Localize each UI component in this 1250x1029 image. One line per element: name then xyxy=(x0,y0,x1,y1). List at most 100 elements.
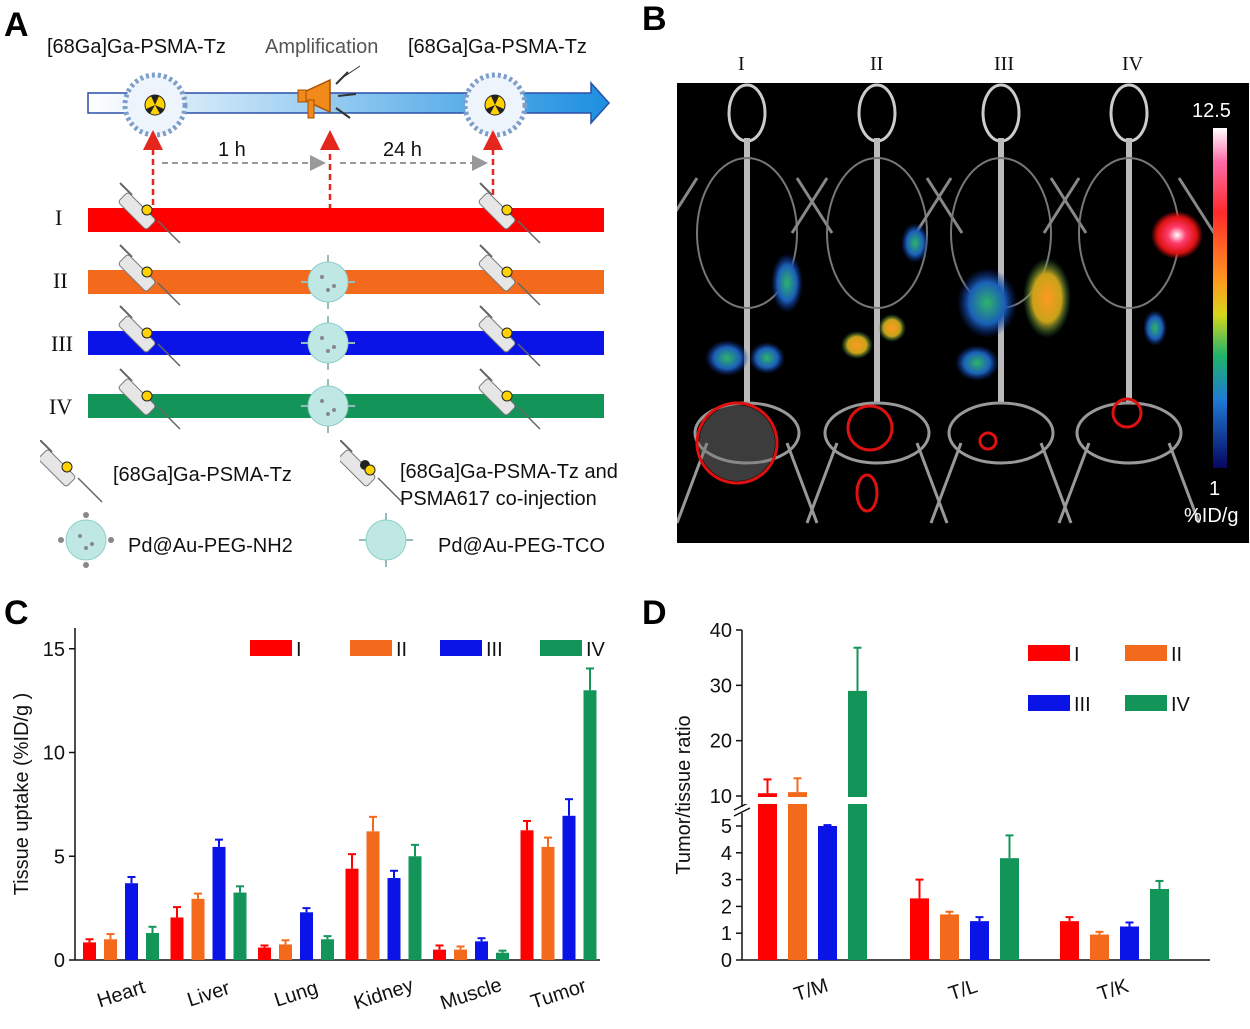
x-tick-label: Heart xyxy=(94,976,148,1012)
legend-swatch-ii xyxy=(1125,645,1167,661)
legend-label-iv: IV xyxy=(586,639,606,661)
legend-label-iv: IV xyxy=(1171,694,1191,716)
legend-swatch-i xyxy=(250,640,292,656)
bar-kidney-i xyxy=(345,868,359,960)
bar-lung-iii xyxy=(300,912,313,960)
y-tick-label: 5 xyxy=(721,816,732,838)
bar-tm-ii xyxy=(788,792,807,960)
bar-liver-i xyxy=(170,917,184,960)
pet-column-ii: II xyxy=(870,53,884,75)
bar-heart-ii xyxy=(104,939,117,960)
label-tracer-left-text: [68Ga]Ga-PSMA-Tz xyxy=(47,36,226,58)
legend-np-tco-icon xyxy=(359,513,413,567)
x-tick-label: Liver xyxy=(185,977,233,1011)
pet-column-iv: IV xyxy=(1122,53,1144,75)
x-tick-label: Tumor xyxy=(528,975,589,1014)
pet-image-panel xyxy=(677,83,1249,543)
legend-coinject-line1: [68Ga]Ga-PSMA-Tz and xyxy=(400,461,618,483)
y-tick-label: 5 xyxy=(54,846,65,868)
bar-liver-ii xyxy=(191,898,205,960)
y-tick-label: 15 xyxy=(43,639,65,661)
chart-tissue-uptake: 0 5 10 15 Tissue uptake (%ID/g ) Heart Liver Lu… xyxy=(11,628,606,1015)
y-tick-label: 30 xyxy=(710,675,732,697)
y-tick-label: 10 xyxy=(43,743,65,765)
panel-label-b: B xyxy=(642,0,667,38)
legend-label-ii: II xyxy=(1171,644,1182,666)
legend-np-tco-label: Pd@Au-PEG-TCO xyxy=(438,535,606,557)
y-tick-label: 20 xyxy=(710,731,732,753)
legend-swatch-iv xyxy=(1125,695,1167,711)
colorbar-unit: %ID/g xyxy=(1184,505,1239,527)
bar-muscle-iii xyxy=(475,941,488,960)
y-tick-label: 0 xyxy=(721,950,732,972)
panel-label-c: C xyxy=(4,594,29,632)
x-tick-label: T/K xyxy=(1095,975,1132,1006)
bar-tm-iv xyxy=(848,690,867,960)
interval-24h: 24 h xyxy=(383,139,422,161)
bar-heart-i xyxy=(83,942,96,960)
y-tick-label: 3 xyxy=(721,870,732,892)
interval-1h: 1 h xyxy=(218,139,246,161)
bar-tl-ii xyxy=(940,914,959,960)
bar-liver-iv xyxy=(233,892,247,960)
bar-tk-ii xyxy=(1090,934,1109,960)
bar-kidney-ii xyxy=(366,831,380,960)
legend-np-nh2-icon xyxy=(58,512,114,568)
bar-lung-iv xyxy=(321,939,334,960)
bar-tl-i xyxy=(910,898,929,960)
legend-label-i: I xyxy=(1074,644,1080,666)
axis-break-band xyxy=(745,797,1213,804)
legend-label-iii: III xyxy=(486,639,503,661)
bar-tk-i xyxy=(1060,921,1079,960)
legend-syringe-icon xyxy=(40,440,103,503)
group-label-ii: II xyxy=(53,268,68,293)
group-label-iv: IV xyxy=(49,394,73,419)
legend-label-i: I xyxy=(296,639,302,661)
pet-column-i: I xyxy=(738,53,745,75)
y-tick-label: 4 xyxy=(721,843,732,865)
y-tick-label: 0 xyxy=(54,950,65,972)
bar-tumor-ii xyxy=(541,846,555,960)
x-tick-label: Kidney xyxy=(351,974,416,1014)
panel-label-a: A xyxy=(4,6,29,44)
legend-coinject-syringe-icon xyxy=(340,440,403,503)
chart-tumor-tissue-ratio: 0 1 2 3 4 5 10 20 30 40 Tumor/tissue ratio T/M T/L T/… xyxy=(673,620,1213,1006)
legend-label-ii: II xyxy=(396,639,407,661)
bar-muscle-i xyxy=(433,949,446,960)
pet-column-iii: III xyxy=(994,53,1014,75)
legend-swatch-i xyxy=(1028,645,1070,661)
label-tracer-left: [68Ga]Ga-PSMA-Tz xyxy=(47,36,226,59)
bar-heart-iv xyxy=(146,933,159,960)
group-bar-i xyxy=(88,208,604,232)
megaphone-icon xyxy=(297,65,361,119)
legend-swatch-iii xyxy=(440,640,482,656)
bar-tumor-iv xyxy=(583,690,597,960)
group-label-iii: III xyxy=(51,331,73,356)
bar-tumor-i xyxy=(520,830,534,960)
x-tick-label: Muscle xyxy=(438,974,505,1015)
bar-kidney-iv xyxy=(408,856,422,960)
group-row-icons xyxy=(116,182,541,434)
axis-break-mark-1 xyxy=(733,807,751,817)
y-axis-title: Tumor/tissue ratio xyxy=(673,715,695,874)
colorbar-max: 12.5 xyxy=(1192,100,1231,122)
y-tick-label: 2 xyxy=(721,896,732,918)
y-axis-title: Tissue uptake (%ID/g ) xyxy=(11,693,33,896)
pet-mouse-images xyxy=(677,83,1227,543)
x-tick-label: Lung xyxy=(272,977,321,1012)
bar-muscle-ii xyxy=(454,949,467,960)
bar-liver-iii xyxy=(212,846,226,960)
bar-tm-i xyxy=(758,793,777,960)
legend-np-nh2-label: Pd@Au-PEG-NH2 xyxy=(128,535,293,557)
bar-tl-iii xyxy=(970,921,989,960)
y-tick-label: 1 xyxy=(721,923,732,945)
panel-label-d: D xyxy=(642,594,667,632)
bar-tm-iii xyxy=(818,826,837,960)
legend-coinject-line2: PSMA617 co-injection xyxy=(400,488,597,510)
legend-swatch-iii xyxy=(1028,695,1070,711)
legend-swatch-ii xyxy=(350,640,392,656)
x-tick-label: T/L xyxy=(946,975,980,1005)
tracer-particle-icon-right xyxy=(462,72,528,138)
bar-tk-iv xyxy=(1150,888,1169,960)
y-tick-label: 10 xyxy=(710,786,732,808)
